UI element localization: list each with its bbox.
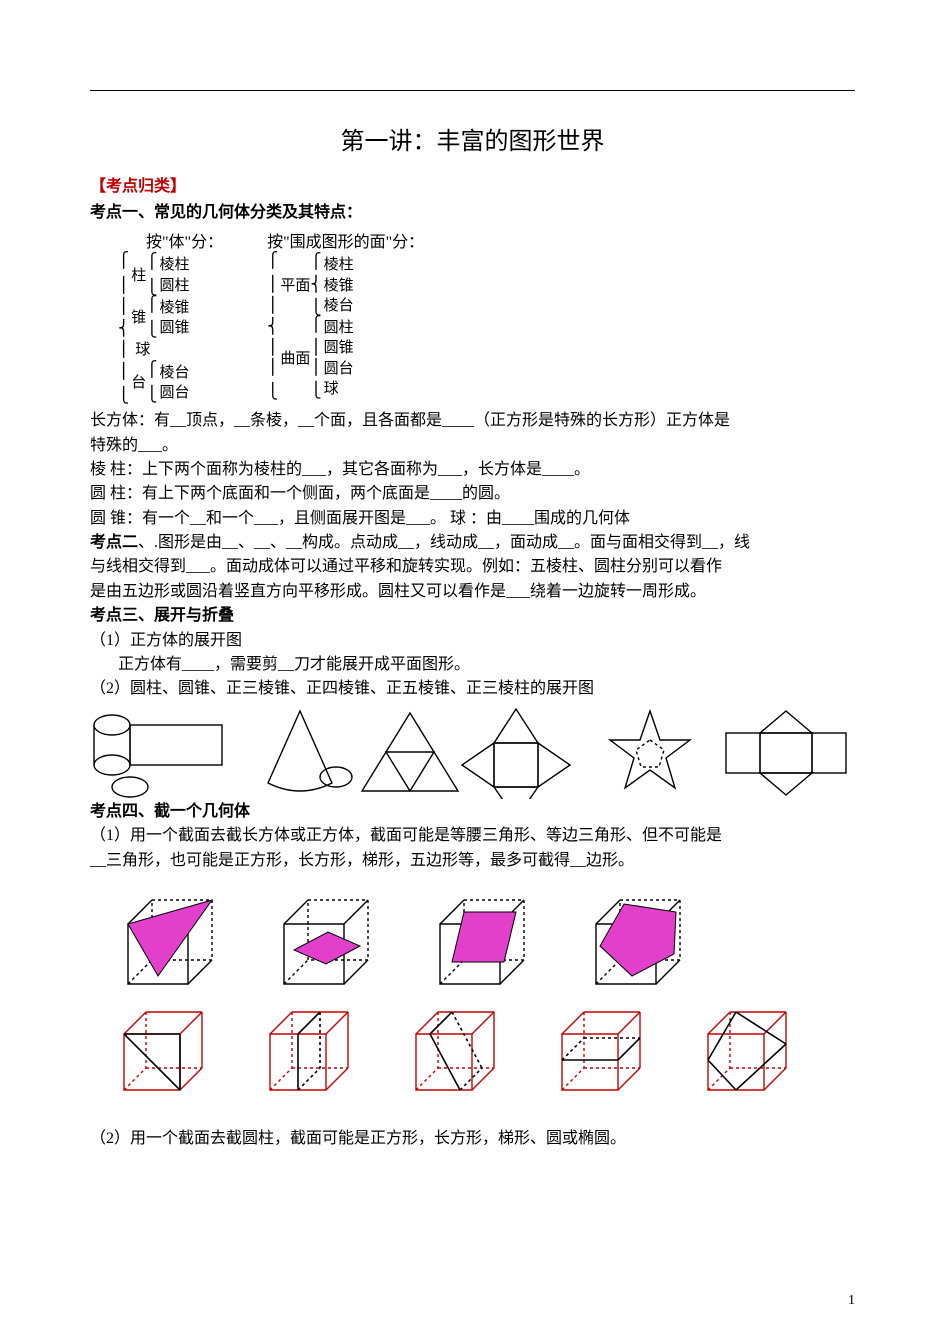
kaodian2-line3: 是由五边形或圆沿着竖直方向平移形成。圆柱又可以看作是___绕着一边旋转一周形成。 [90, 581, 855, 603]
cube-cuts-row2 [108, 1000, 855, 1100]
tree-qiu: 球 [135, 340, 189, 360]
tree-item: 圆台 [324, 359, 354, 379]
tree-by-body: 按"体"分： ⎧⎪⎪⎨⎪⎪⎩ 柱 ⎧⎩ 棱柱 圆柱 锥 [118, 228, 223, 404]
kaodian4-line1b: __三角形，也可能是正方形，长方形，梯形，五边形等，最多可截得__边形。 [90, 850, 855, 872]
kaodian2-line2: 与线相交得到___。面动成体可以通过平移和旋转实现。例如：五棱柱、圆柱分别可以看… [90, 556, 855, 578]
kaodian3-item1b: 正方体有____，需要剪__刀才能展开成平面图形。 [118, 654, 855, 676]
tree-item: 球 [324, 379, 354, 399]
cube-cut-triangle [108, 884, 228, 994]
cube-wire-2 [254, 1000, 364, 1100]
tree-item: 棱台 [324, 296, 354, 316]
kaodian3-item2: （2）圆柱、圆锥、正三棱锥、正四棱锥、正五棱锥、正三棱柱的展开图 [90, 678, 855, 700]
prism-line: 棱 柱：上下两个面称为棱柱的___，其它各面称为___，长方体是____。 [90, 459, 855, 481]
kaodian4-line2: （2）用一个截面去截圆柱，截面可能是正方形，长方形，梯形、圆或椭圆。 [90, 1128, 855, 1150]
tree-item: 圆锥 [324, 338, 354, 358]
kaodian4-heading: 考点四、截一个几何体 [90, 801, 855, 823]
page-number: 1 [848, 1293, 855, 1309]
tree-tai-label: 台 [131, 373, 146, 393]
tree-pingmian-label: 平面 [280, 276, 310, 296]
tree-item: 棱柱 [324, 255, 354, 275]
kaodian4-line1a: （1）用一个截面去截长方体或正方体，截面可能是等腰三角形、等边三角形、但不可能是 [90, 825, 855, 847]
kaodian3-item1: （1）正方体的展开图 [90, 630, 855, 652]
tree-item: 棱柱 [160, 255, 190, 275]
tree-zhui-label: 锥 [131, 308, 146, 328]
tree-item: 圆锥 [160, 318, 190, 338]
cuboid-line-b: 特殊的___。 [90, 435, 855, 457]
nets-svg [90, 703, 850, 799]
tree-item: 圆柱 [324, 318, 354, 338]
tree-item: 棱锥 [160, 298, 190, 318]
tree-item: 圆柱 [160, 276, 190, 296]
cube-wire-4 [546, 1000, 656, 1100]
cube-cut-square [420, 884, 540, 994]
kaodian3-heading: 考点三、展开与折叠 [90, 605, 855, 627]
by-face-label: 按"围成图形的面"分： [267, 228, 424, 252]
top-rule [90, 90, 855, 91]
brace-outer: ⎧⎪⎪⎨⎪⎪⎩ [267, 254, 278, 400]
tree-by-face: 按"围成图形的面"分： ⎧⎪⎪⎨⎪⎪⎩ 平面 ⎧⎨⎩ 棱柱 棱锥 棱台 [267, 228, 424, 404]
tree-qumian-label: 曲面 [280, 349, 310, 369]
tree-item: 棱台 [160, 363, 190, 383]
by-body-label: 按"体"分： [146, 228, 223, 252]
page-title: 第一讲：丰富的图形世界 [90, 121, 855, 156]
nets-row [90, 703, 855, 799]
classification-trees: 按"体"分： ⎧⎪⎪⎨⎪⎪⎩ 柱 ⎧⎩ 棱柱 圆柱 锥 [118, 228, 855, 404]
cube-wire-3 [400, 1000, 510, 1100]
tree-item: 棱锥 [324, 276, 354, 296]
section-head: 【考点归类】 [90, 172, 855, 196]
cuboid-line-a: 长方体：有__顶点，__条棱，__个面，且各面都是____（正方形是特殊的长方形… [90, 410, 855, 432]
cube-cut-rhombus [264, 884, 384, 994]
cube-cut-pentagon [576, 884, 696, 994]
cone-line: 圆 锥：有一个__和一个___，且侧面展开图是___。 球 ：由____围成的几… [90, 508, 855, 530]
kaodian2-line1: 考点二、.图形是由__、__、__构成。点动成__，线动成__，面动成__。面与… [90, 532, 855, 554]
tree-item: 圆台 [160, 383, 190, 403]
cylinder-line: 圆 柱：有上下两个底面和一个侧面，两个底面是____的圆。 [90, 483, 855, 505]
cube-cuts-row1 [108, 884, 855, 994]
cube-wire-5 [692, 1000, 802, 1100]
brace-outer: ⎧⎪⎪⎨⎪⎪⎩ [118, 254, 129, 404]
tree-zhu-label: 柱 [131, 266, 146, 286]
cube-wire-1 [108, 1000, 218, 1100]
kaodian1-heading: 考点一、常见的几何体分类及其特点： [90, 202, 855, 224]
